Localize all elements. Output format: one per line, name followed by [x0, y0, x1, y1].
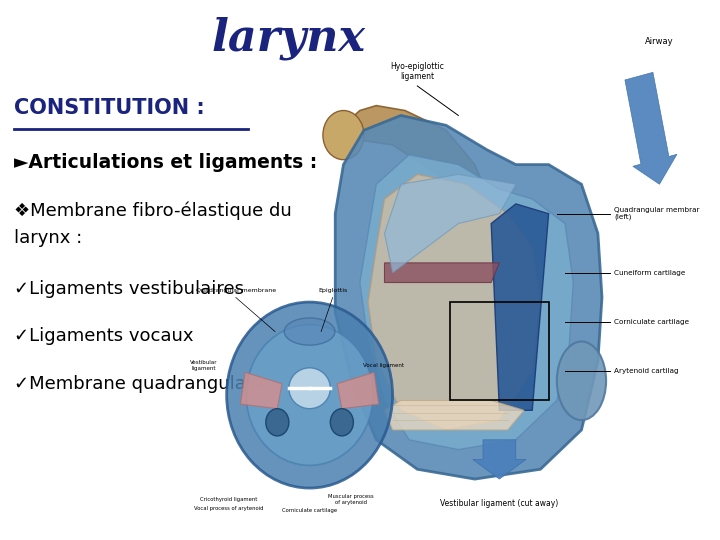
Text: Arytenoid cartilag: Arytenoid cartilag: [614, 368, 679, 374]
Text: Vocal process of arytenoid: Vocal process of arytenoid: [194, 506, 264, 511]
Polygon shape: [343, 106, 483, 194]
Text: Muscular process
of arytenoid: Muscular process of arytenoid: [328, 494, 374, 505]
Polygon shape: [360, 155, 573, 450]
Ellipse shape: [266, 409, 289, 436]
Polygon shape: [337, 373, 379, 409]
Ellipse shape: [289, 368, 330, 409]
Polygon shape: [384, 401, 524, 430]
Text: larynx: larynx: [211, 16, 365, 59]
Polygon shape: [240, 373, 282, 409]
Text: Corniculate cartilage: Corniculate cartilage: [282, 508, 337, 513]
FancyArrow shape: [473, 440, 526, 479]
Text: CONSTITUTION :: CONSTITUTION :: [14, 98, 205, 118]
Text: Epiglottis: Epiglottis: [318, 288, 347, 293]
FancyArrow shape: [625, 72, 677, 184]
Ellipse shape: [284, 318, 335, 345]
Ellipse shape: [227, 302, 392, 488]
Text: Corniculate cartilage: Corniculate cartilage: [614, 319, 690, 325]
Bar: [450, 302, 549, 401]
Text: Cuneiform cartilage: Cuneiform cartilage: [614, 269, 685, 276]
Text: ❖Membrane fibro-élastique du
larynx :: ❖Membrane fibro-élastique du larynx :: [14, 201, 292, 247]
Text: Vestibular ligament (cut away): Vestibular ligament (cut away): [440, 499, 559, 508]
Ellipse shape: [557, 341, 606, 420]
Text: Cricothyroid ligament: Cricothyroid ligament: [200, 497, 258, 502]
Text: ✓Ligaments vocaux: ✓Ligaments vocaux: [14, 327, 194, 346]
Polygon shape: [336, 116, 602, 479]
Ellipse shape: [330, 409, 354, 436]
Text: Quadrangular membrar
(left): Quadrangular membrar (left): [614, 207, 700, 220]
Circle shape: [323, 111, 364, 160]
Text: ►Articulations et ligaments :: ►Articulations et ligaments :: [14, 152, 318, 172]
Polygon shape: [491, 204, 549, 410]
Polygon shape: [384, 263, 500, 282]
Polygon shape: [368, 174, 541, 430]
Ellipse shape: [246, 325, 373, 465]
Text: ✓Membrane quadrangulaire: ✓Membrane quadrangulaire: [14, 375, 270, 393]
Text: Vestibular
ligament: Vestibular ligament: [190, 360, 217, 371]
Polygon shape: [384, 174, 516, 273]
Text: Quadrangular membrane: Quadrangular membrane: [196, 288, 276, 293]
Text: ✓Ligaments vestibulaires: ✓Ligaments vestibulaires: [14, 280, 244, 298]
Text: Vocal ligament: Vocal ligament: [363, 363, 404, 368]
Text: Hyo-epiglottic
ligament: Hyo-epiglottic ligament: [390, 62, 444, 81]
Text: Airway: Airway: [645, 37, 674, 46]
